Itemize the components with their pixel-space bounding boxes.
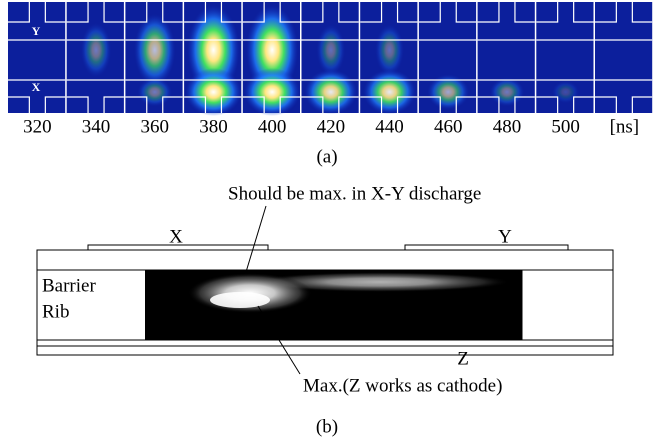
glow <box>185 68 242 116</box>
electrode-outline <box>125 79 183 113</box>
electrode-outline <box>595 79 653 113</box>
electrode-outline <box>66 2 124 41</box>
time-label: 500 <box>551 116 580 137</box>
electrode-outline <box>418 2 477 41</box>
glow <box>316 24 346 76</box>
electrode-outline <box>242 79 300 113</box>
electrode-label: Y <box>32 24 41 38</box>
rib-label: Rib <box>42 301 69 322</box>
glow <box>375 24 404 76</box>
electrode-outline <box>184 2 242 41</box>
time-label: 420 <box>317 116 346 137</box>
time-label: 320 <box>23 116 52 137</box>
electrode-outline <box>536 2 594 41</box>
glow <box>134 14 176 86</box>
cell-diagram <box>36 205 614 375</box>
rib-label: Barrier <box>42 275 96 296</box>
time-label: 460 <box>434 116 463 137</box>
electrode-outline <box>477 2 535 41</box>
electrode-outline <box>184 79 242 113</box>
electrode-outline <box>536 79 594 113</box>
electrode-outline <box>301 2 359 41</box>
glow <box>489 77 525 107</box>
time-label: 400 <box>258 116 287 137</box>
electrode-outline <box>360 2 418 41</box>
frame <box>8 2 66 113</box>
glow <box>363 69 416 115</box>
electrode-outline <box>8 79 66 113</box>
electrode-outline <box>418 79 477 113</box>
electrode-outline <box>242 2 300 41</box>
electrode-label: Z <box>457 348 469 369</box>
electrode-outline <box>301 79 359 113</box>
glow <box>137 77 172 107</box>
annotation: Max.(Z works as cathode) <box>303 375 502 396</box>
electrode-label: X <box>169 226 183 247</box>
annotation: Should be max. in X-Y discharge <box>228 183 481 204</box>
time-label: 480 <box>493 116 522 137</box>
electrode-outline <box>477 79 535 113</box>
electrode-label: X <box>32 80 41 94</box>
caption: (b) <box>316 416 338 437</box>
time-label: 360 <box>141 116 170 137</box>
glow <box>244 68 301 116</box>
electrode-outline <box>360 79 418 113</box>
frame-strip: 320 340 360 380 400 420 440 460 480 500 Y X [ns] <box>8 2 653 137</box>
frame <box>595 2 653 113</box>
unit-label: [ns] <box>610 116 640 137</box>
time-label: 340 <box>82 116 111 137</box>
electrode-outline <box>595 2 653 41</box>
electrode-outline <box>66 79 124 113</box>
caption: (a) <box>316 146 337 167</box>
electrode-outline <box>125 2 183 41</box>
glow <box>552 80 580 104</box>
glow <box>304 69 358 115</box>
electrode-label: Y <box>498 226 512 247</box>
electrode-outline <box>8 2 66 41</box>
time-label: 440 <box>375 116 404 137</box>
glow <box>427 74 470 110</box>
time-label: 380 <box>199 116 228 137</box>
glow <box>80 23 112 77</box>
